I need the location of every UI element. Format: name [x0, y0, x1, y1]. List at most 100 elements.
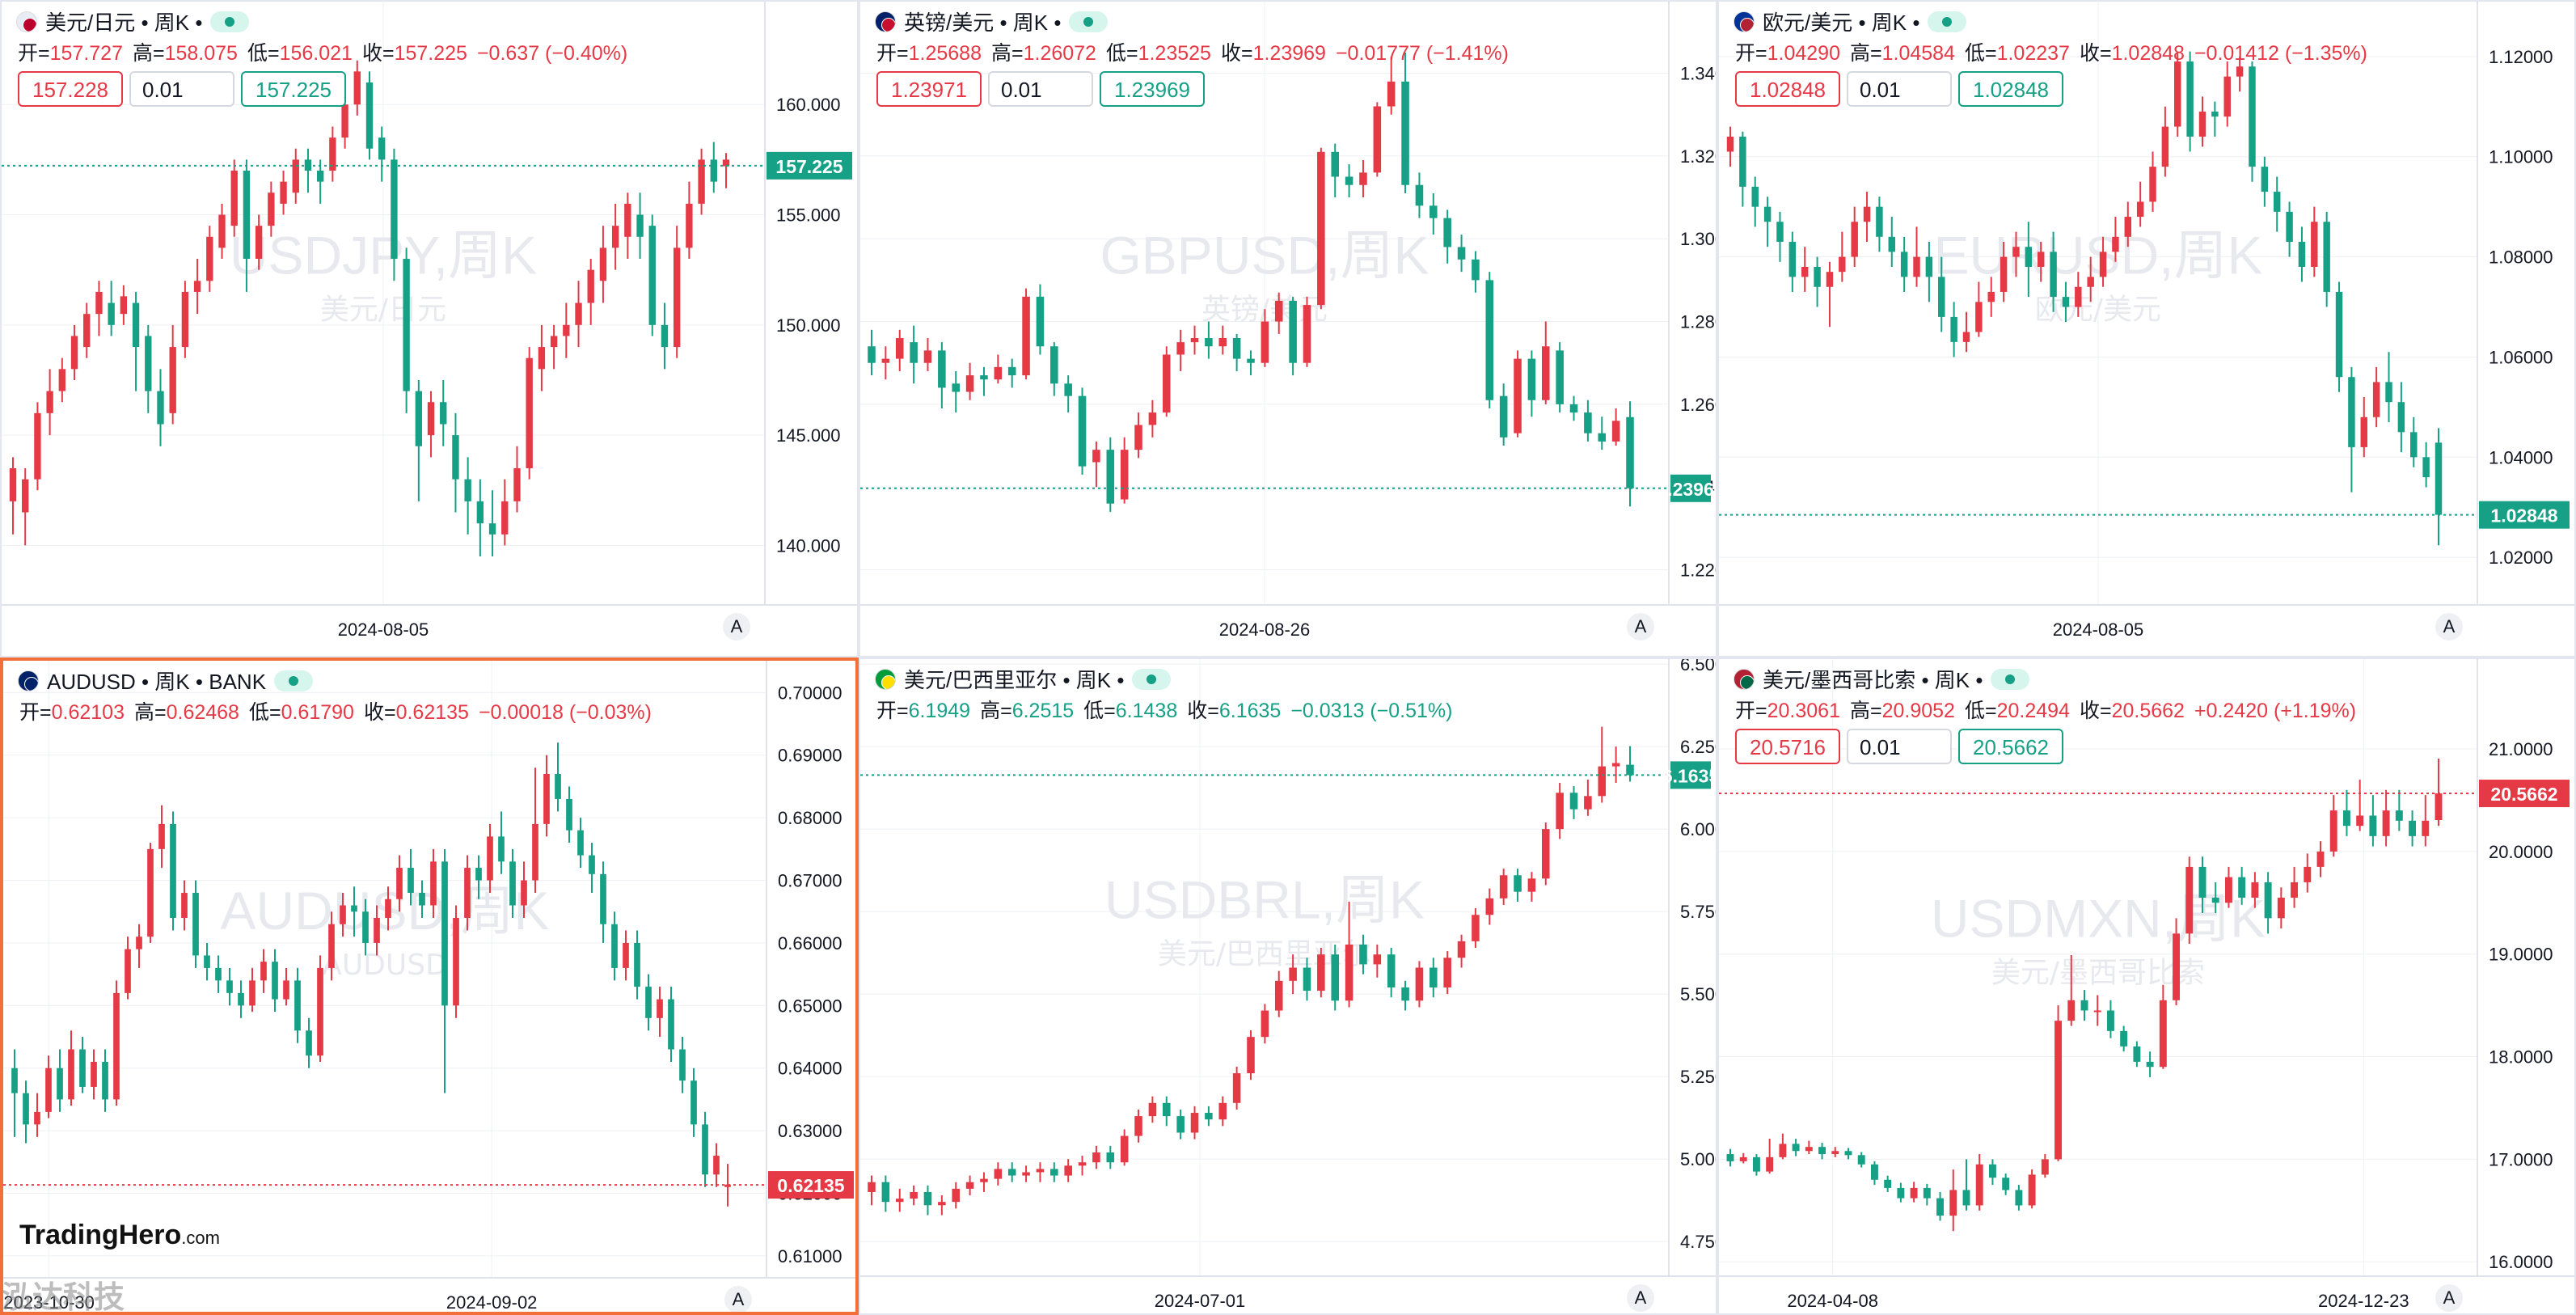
candle[interactable] — [2037, 242, 2045, 282]
candle[interactable] — [624, 192, 631, 260]
candle[interactable] — [353, 60, 361, 116]
candle[interactable] — [2342, 789, 2350, 836]
candle[interactable] — [1190, 325, 1199, 355]
candle[interactable] — [329, 126, 336, 182]
candle[interactable] — [1345, 164, 1353, 198]
candle[interactable] — [2397, 382, 2405, 453]
candle[interactable] — [2067, 954, 2076, 1026]
candle[interactable] — [1818, 1143, 1826, 1160]
candle[interactable] — [1788, 231, 1797, 292]
candle[interactable] — [280, 171, 287, 215]
candle[interactable] — [1900, 236, 1908, 292]
candle[interactable] — [328, 911, 335, 981]
candle[interactable] — [192, 880, 199, 968]
candle[interactable] — [464, 457, 471, 535]
candle[interactable] — [1826, 261, 1834, 328]
candle[interactable] — [673, 226, 681, 358]
candle[interactable] — [1303, 958, 1311, 1001]
candle[interactable] — [645, 974, 652, 1031]
candle[interactable] — [661, 302, 669, 370]
buy-button[interactable]: 157.225 — [241, 71, 346, 107]
candle[interactable] — [1936, 1191, 1945, 1221]
buy-button[interactable]: 1.23969 — [1100, 71, 1205, 107]
candle[interactable] — [2000, 242, 2008, 302]
candle[interactable] — [1401, 980, 1409, 1011]
candle[interactable] — [868, 1175, 876, 1206]
candle[interactable] — [2224, 866, 2232, 908]
candle[interactable] — [419, 880, 425, 918]
quote-panel[interactable]: 157.228 0.01 157.225 — [18, 71, 346, 107]
candle[interactable] — [157, 369, 164, 446]
candle[interactable] — [204, 942, 210, 981]
candle[interactable] — [1569, 786, 1578, 819]
candle[interactable] — [1359, 934, 1367, 975]
chart-panel[interactable]: USDBRL,周K 美元/巴西里亚尔 6.5000 6.2500 6.0000 5.750… — [859, 658, 1717, 1315]
candlestick-chart[interactable]: USDJPY,周K 美元/日元 160.000 155.000 150.000 145.0… — [2, 2, 859, 658]
candle[interactable] — [1514, 350, 1522, 438]
candle[interactable] — [2120, 1025, 2128, 1052]
candle[interactable] — [2112, 217, 2119, 262]
candle[interactable] — [2291, 866, 2299, 908]
symbol-header[interactable]: 美元/巴西里亚尔 • 周K • — [875, 664, 1172, 694]
candle[interactable] — [2186, 51, 2194, 152]
candle[interactable] — [1289, 954, 1297, 995]
candle[interactable] — [1274, 292, 1283, 334]
candle[interactable] — [1022, 1165, 1030, 1182]
candle[interactable] — [272, 949, 278, 1013]
candlestick-chart[interactable]: USDMXN,周K 美元/墨西哥比索 21.0000 20.0000 19.0000 18… — [1719, 659, 2576, 1315]
candle[interactable] — [396, 855, 403, 912]
candle[interactable] — [58, 357, 66, 403]
candle[interactable] — [2015, 1185, 2023, 1211]
candle[interactable] — [1542, 822, 1550, 886]
candle[interactable] — [555, 742, 561, 812]
auto-scale-button[interactable]: A — [1627, 1284, 1654, 1312]
candle[interactable] — [238, 980, 244, 1018]
candle[interactable] — [132, 291, 140, 391]
quantity-input[interactable]: 0.01 — [129, 71, 234, 107]
candle[interactable] — [340, 893, 346, 937]
candle[interactable] — [374, 905, 380, 956]
candle[interactable] — [2174, 51, 2181, 137]
candle[interactable] — [1472, 251, 1480, 293]
candle[interactable] — [260, 949, 267, 993]
candle[interactable] — [230, 159, 238, 237]
quantity-input[interactable]: 0.01 — [1847, 71, 1952, 107]
candle[interactable] — [1938, 256, 1945, 332]
candle[interactable] — [113, 980, 120, 1106]
candle[interactable] — [1870, 1161, 1878, 1186]
candle[interactable] — [611, 911, 618, 981]
candle[interactable] — [2356, 780, 2364, 831]
candle[interactable] — [1888, 217, 1896, 267]
candle[interactable] — [1331, 944, 1339, 1011]
candle[interactable] — [501, 479, 509, 546]
candle[interactable] — [994, 354, 1003, 384]
candle[interactable] — [243, 159, 251, 292]
candle[interactable] — [2238, 866, 2246, 905]
candle[interactable] — [2041, 1154, 2049, 1178]
candle[interactable] — [1792, 1139, 1800, 1156]
candle[interactable] — [488, 490, 496, 557]
candle[interactable] — [476, 479, 484, 557]
candle[interactable] — [464, 855, 471, 931]
candle[interactable] — [910, 1185, 918, 1206]
candle[interactable] — [120, 285, 128, 325]
candle[interactable] — [2062, 281, 2070, 323]
candle[interactable] — [169, 324, 176, 425]
candle[interactable] — [215, 955, 222, 993]
candle[interactable] — [1205, 1106, 1213, 1127]
candle[interactable] — [2099, 236, 2107, 287]
candle[interactable] — [1950, 302, 1957, 357]
candle[interactable] — [2409, 810, 2417, 847]
candle[interactable] — [2159, 984, 2167, 1069]
candle[interactable] — [2251, 872, 2259, 908]
candle[interactable] — [1007, 358, 1016, 388]
candle[interactable] — [587, 259, 594, 325]
candle[interactable] — [441, 848, 448, 1093]
candle[interactable] — [1801, 247, 1809, 292]
candle[interactable] — [600, 861, 606, 943]
candle[interactable] — [648, 214, 656, 336]
candlestick-chart[interactable]: EURUSD,周K 欧元/美元 1.12000 1.10000 1.08000 1.060… — [1719, 2, 2576, 658]
candle[interactable] — [575, 281, 582, 348]
candle[interactable] — [1485, 272, 1494, 408]
candle[interactable] — [1542, 321, 1550, 404]
